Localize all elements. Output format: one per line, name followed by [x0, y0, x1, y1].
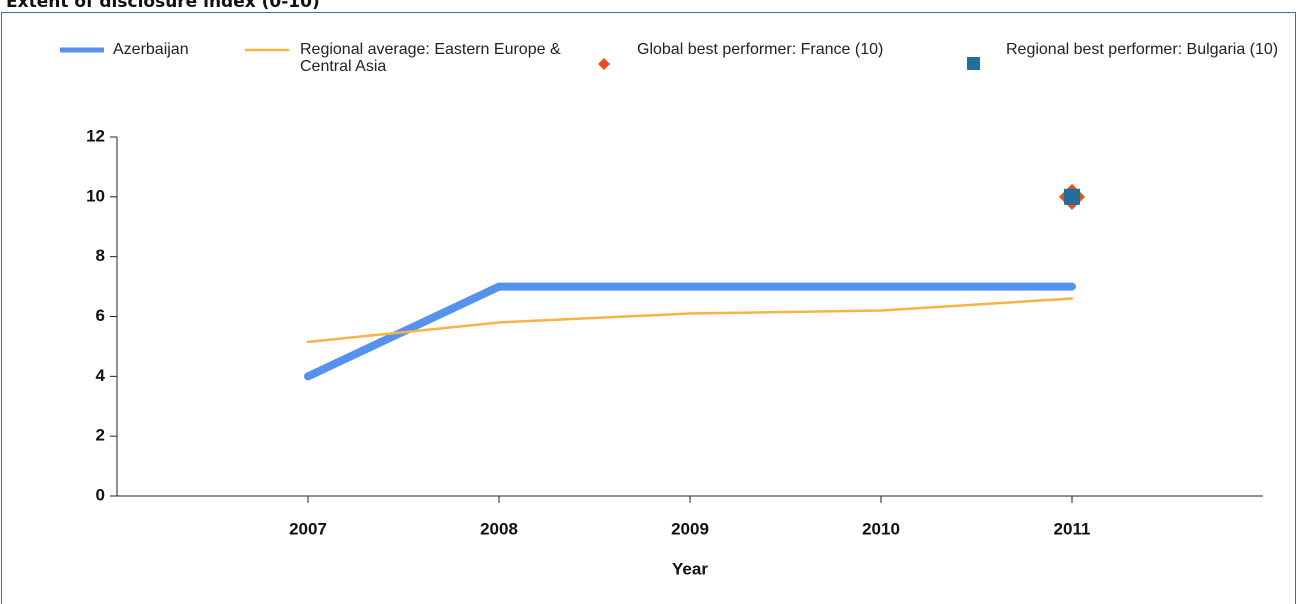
legend-label: Regional best performer: Bulgaria (10)	[1006, 41, 1279, 58]
x-tick-label: 2007	[289, 519, 327, 538]
legend-label: Azerbaijan	[113, 41, 189, 58]
x-tick-label: 2011	[1054, 519, 1091, 538]
legend-swatch	[967, 57, 980, 70]
y-tick-label: 8	[96, 246, 105, 265]
y-tick-label: 6	[96, 306, 105, 325]
legend-label: Global best performer: France (10)	[637, 41, 884, 58]
x-tick-label: 2008	[480, 519, 518, 538]
chart-frame	[1, 12, 1296, 604]
x-tick-label: 2010	[862, 519, 900, 538]
y-tick-label: 12	[86, 126, 105, 145]
legend-label: Regional average: Eastern Europe & Centr…	[300, 41, 561, 75]
square-marker	[1064, 188, 1080, 205]
y-tick-label: 0	[96, 485, 105, 504]
chart-title: Extent of disclosure index (0-10)	[6, 0, 320, 12]
series-line	[306, 297, 1074, 344]
series-line	[304, 282, 1076, 381]
y-tick-label: 2	[96, 426, 105, 445]
x-axis-label: Year	[672, 559, 708, 578]
legend-swatch	[598, 58, 610, 70]
x-tick-label: 2009	[671, 519, 709, 538]
y-tick-label: 10	[86, 186, 105, 205]
y-tick-label: 4	[96, 366, 106, 385]
